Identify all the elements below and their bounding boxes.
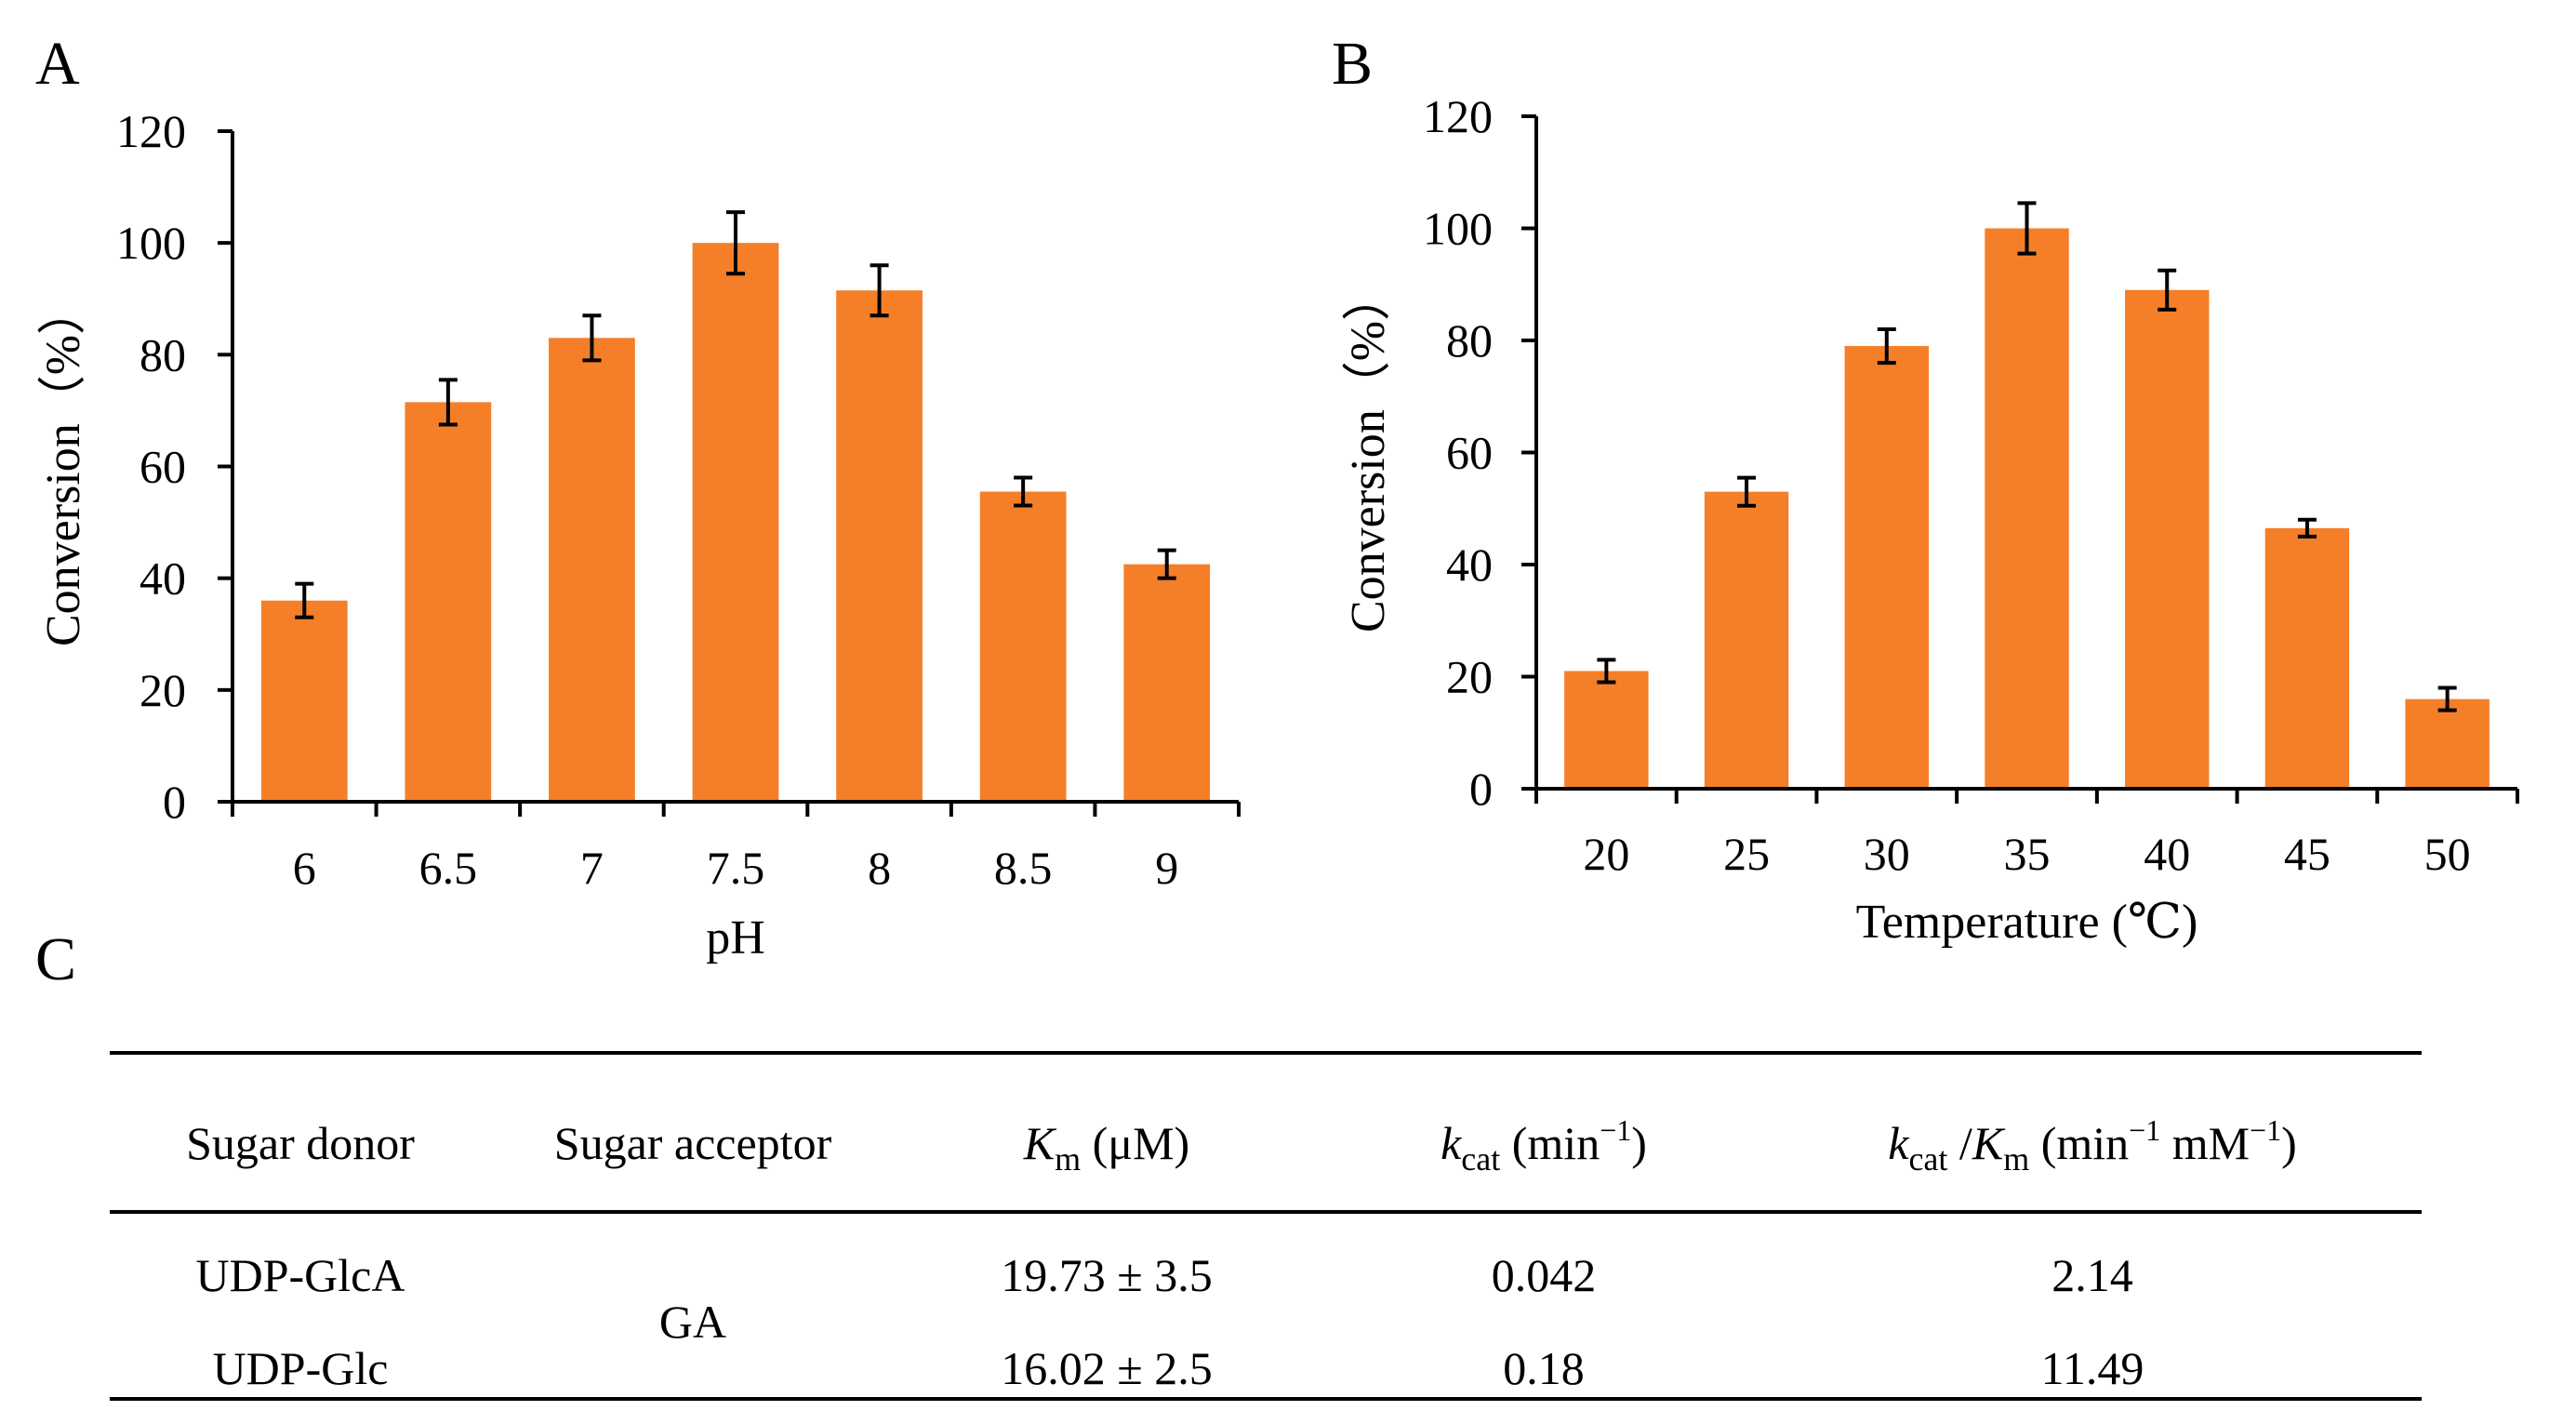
chart-a-bar-8.5 bbox=[979, 491, 1067, 802]
chart-a-y-tick-label-20: 20 bbox=[139, 664, 186, 716]
chart-a-y-tick-label-0: 0 bbox=[163, 776, 186, 828]
chart-b-bar-20 bbox=[1564, 671, 1649, 789]
chart-a-error-bars bbox=[295, 210, 1176, 619]
header-kcat: kcat (min−1) bbox=[1441, 1113, 1647, 1178]
chart-a-y-tick-label-120: 120 bbox=[116, 105, 186, 157]
chart-a-y-tick-label-80: 80 bbox=[139, 328, 186, 380]
chart-b-y-ticks: 0 20 40 60 80 100 120 bbox=[1423, 90, 1493, 815]
header-sugar-donor: Sugar donor bbox=[186, 1117, 415, 1169]
chart-b-x-tick-label-35: 35 bbox=[2004, 828, 2051, 880]
chart-b-x-tick-label-50: 50 bbox=[2424, 828, 2471, 880]
chart-b-error-bar-20 bbox=[1597, 658, 1616, 685]
chart-b-bar-40 bbox=[2125, 289, 2210, 789]
chart-a-x-ticks: 6 6.5 7 7.5 8 8.5 9 bbox=[293, 842, 1178, 894]
chart-a-x-tick-label-9: 9 bbox=[1155, 842, 1178, 894]
table-acceptor-cell: GA bbox=[659, 1296, 726, 1348]
chart-a-y-tick-label-100: 100 bbox=[116, 217, 186, 269]
chart-b-error-bar-40 bbox=[2158, 268, 2177, 312]
header-sugar-acceptor: Sugar acceptor bbox=[554, 1117, 832, 1169]
panel-label-c: C bbox=[35, 925, 76, 993]
chart-a-error-bar-8 bbox=[870, 263, 889, 318]
table-row-1-km: 19.73 ± 3.5 bbox=[1001, 1249, 1212, 1301]
chart-b-y-tick-label-0: 0 bbox=[1469, 763, 1493, 815]
chart-b-x-axis-title: Temperature (℃) bbox=[1856, 896, 2198, 949]
chart-b-bar-35 bbox=[1985, 228, 2069, 789]
table-row-2-kcat-km: 11.49 bbox=[2041, 1342, 2144, 1394]
chart-b-error-bar-25 bbox=[1737, 475, 1757, 508]
header-km: Km (μM) bbox=[1023, 1117, 1189, 1178]
panel-label-b: B bbox=[1332, 30, 1373, 98]
chart-a-error-bar-7 bbox=[582, 313, 602, 363]
chart-a-error-bar-6 bbox=[295, 581, 314, 619]
chart-a-bar-8 bbox=[836, 290, 923, 802]
table-row-2-donor: UDP-Glc bbox=[213, 1342, 389, 1394]
chart-a-ph: 0 20 40 60 80 100 120 6 6.5 7 7.5 8 8.5 9 pH Convers… bbox=[37, 105, 1241, 965]
chart-a-error-bar-8.5 bbox=[1014, 475, 1033, 508]
chart-a-error-bar-9 bbox=[1157, 548, 1176, 580]
chart-a-x-tick-label-7.5: 7.5 bbox=[707, 842, 765, 894]
chart-b-x-tick-label-30: 30 bbox=[1864, 828, 1910, 880]
chart-a-axes bbox=[218, 129, 1241, 817]
chart-b-y-tick-label-80: 80 bbox=[1446, 314, 1493, 366]
chart-b-x-tick-label-45: 45 bbox=[2284, 828, 2330, 880]
kinetics-table: Sugar donor Sugar acceptor Km (μM) kcat … bbox=[110, 1051, 2422, 1401]
chart-b-x-tick-label-25: 25 bbox=[1723, 828, 1770, 880]
chart-a-bar-9 bbox=[1123, 564, 1211, 802]
chart-b-error-bar-45 bbox=[2297, 517, 2317, 539]
chart-a-y-ticks: 0 20 40 60 80 100 120 bbox=[116, 105, 186, 828]
chart-a-bar-7.5 bbox=[692, 243, 779, 803]
chart-b-y-tick-label-20: 20 bbox=[1446, 651, 1493, 703]
chart-b-bar-25 bbox=[1704, 491, 1789, 789]
chart-b-bar-45 bbox=[2264, 527, 2350, 789]
chart-b-y-tick-label-40: 40 bbox=[1446, 539, 1493, 591]
table-row-1-kcat-km: 2.14 bbox=[2052, 1249, 2133, 1301]
chart-a-error-bar-6.5 bbox=[438, 378, 458, 427]
chart-b-bars bbox=[1564, 228, 2490, 789]
chart-a-bar-6 bbox=[260, 600, 348, 802]
chart-b-error-bar-50 bbox=[2437, 685, 2457, 712]
chart-b-x-tick-label-40: 40 bbox=[2144, 828, 2190, 880]
chart-b-y-tick-label-60: 60 bbox=[1446, 427, 1493, 479]
chart-a-y-tick-label-60: 60 bbox=[139, 441, 186, 493]
chart-a-bars bbox=[260, 243, 1211, 803]
chart-b-axes bbox=[1521, 114, 2519, 804]
chart-a-y-axis-title: Conversion（%） bbox=[37, 286, 90, 646]
chart-b-x-ticks: 20 25 30 35 40 45 50 bbox=[1583, 828, 2470, 880]
chart-a-bar-7 bbox=[549, 338, 635, 802]
chart-b-y-tick-label-100: 100 bbox=[1423, 203, 1493, 255]
chart-a-bar-6.5 bbox=[405, 402, 492, 802]
table-row-2-kcat: 0.18 bbox=[1503, 1342, 1585, 1394]
panel-label-a: A bbox=[35, 30, 80, 98]
chart-b-y-axis-title: Conversion（%） bbox=[1342, 273, 1395, 632]
chart-a-x-tick-label-8: 8 bbox=[868, 842, 891, 894]
chart-b-error-bar-35 bbox=[2017, 201, 2037, 256]
table-row-1-donor: UDP-GlcA bbox=[196, 1249, 405, 1301]
chart-a-error-bar-7.5 bbox=[726, 210, 745, 276]
chart-a-x-axis-title: pH bbox=[706, 912, 765, 965]
chart-b-bar-50 bbox=[2405, 699, 2490, 789]
chart-a-x-tick-label-6: 6 bbox=[293, 842, 316, 894]
chart-a-x-tick-label-7: 7 bbox=[580, 842, 604, 894]
chart-b-x-tick-label-20: 20 bbox=[1583, 828, 1629, 880]
chart-b-y-tick-label-120: 120 bbox=[1423, 90, 1493, 142]
chart-b-temperature: 0 20 40 60 80 100 120 20 25 30 35 40 45 50 Temperatu… bbox=[1342, 90, 2519, 949]
header-kcat-km: kcat /Km (min−1 mM−1) bbox=[1888, 1113, 2297, 1178]
chart-b-error-bars bbox=[1597, 201, 2457, 712]
chart-b-error-bar-30 bbox=[1877, 326, 1896, 366]
chart-b-bar-30 bbox=[1844, 346, 1929, 789]
chart-a-x-tick-label-8.5: 8.5 bbox=[994, 842, 1053, 894]
chart-a-y-tick-label-40: 40 bbox=[139, 552, 186, 605]
chart-a-x-tick-label-6.5: 6.5 bbox=[419, 842, 478, 894]
table-row-2-km: 16.02 ± 2.5 bbox=[1001, 1342, 1212, 1394]
table-row-1-kcat: 0.042 bbox=[1492, 1249, 1597, 1301]
